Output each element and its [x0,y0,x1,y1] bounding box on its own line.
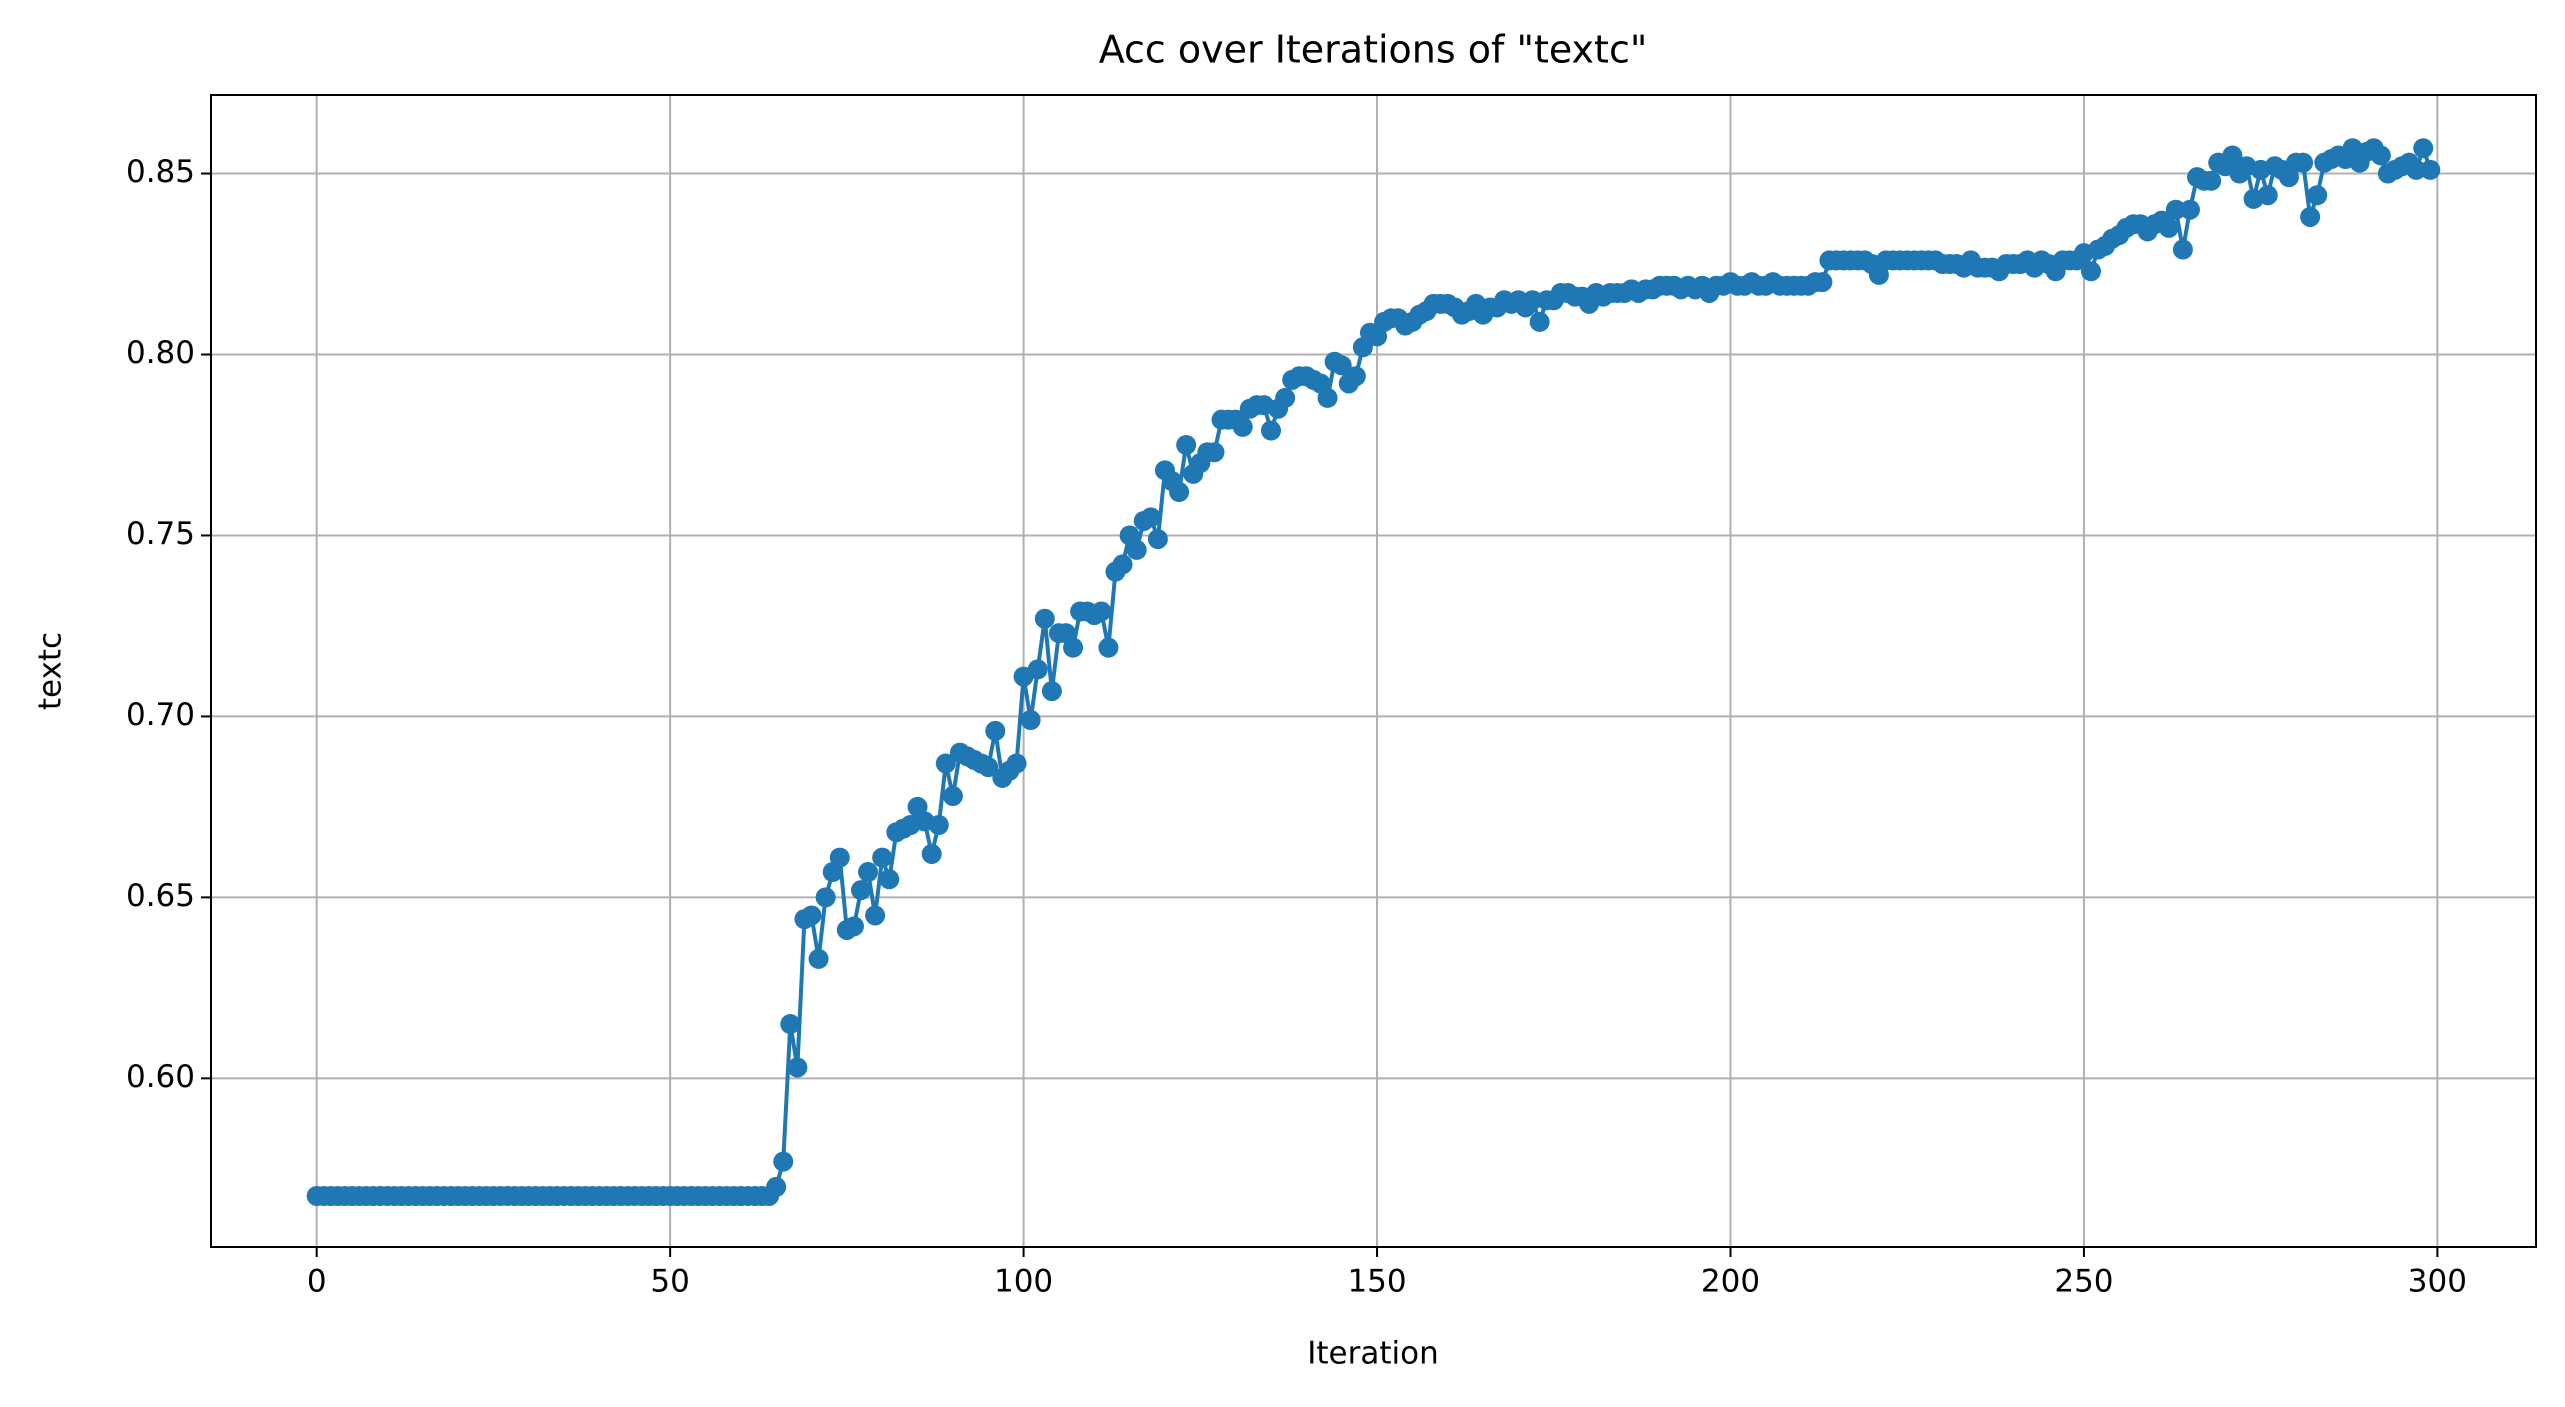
data-point [801,905,822,926]
data-point [1522,290,1543,311]
data-point [843,916,864,937]
data-point [1027,659,1048,680]
x-tick-label: 50 [650,1264,689,1300]
data-point [815,887,836,908]
data-point [2257,185,2278,206]
data-point [2179,199,2200,220]
data-point [1006,753,1027,774]
data-point [1529,311,1550,332]
data-point [872,847,893,868]
data-point [2201,170,2222,191]
data-point [2413,138,2434,159]
data-point [1098,637,1119,658]
y-tick-label: 0.85 [126,154,195,190]
y-tick-label: 0.75 [126,516,195,552]
data-line [316,146,2433,1198]
x-tick-label: 100 [994,1264,1053,1300]
data-point [2222,145,2243,166]
x-axis-label: Iteration [1307,1336,1439,1372]
axes-frame [210,94,2537,1248]
data-point [1112,554,1133,575]
data-point [1126,539,1147,560]
data-point [2420,159,2441,180]
x-tick-label: 0 [307,1264,327,1300]
data-point [829,847,850,868]
data-point [935,753,956,774]
data-point [2307,185,2328,206]
data-point [1176,434,1197,455]
data-point [921,843,942,864]
data-point [942,786,963,807]
x-tick-label: 150 [1347,1264,1406,1300]
data-point [2370,145,2391,166]
y-tick-label: 0.60 [126,1059,195,1095]
y-tick-label: 0.65 [126,878,195,914]
data-point [879,869,900,890]
data-point [787,1057,808,1078]
data-point [1140,507,1161,528]
data-point [1034,608,1055,629]
data-point [1317,387,1338,408]
data-point [2165,199,2186,220]
data-point [858,862,879,883]
x-tick-label: 250 [2054,1264,2113,1300]
data-point [1260,420,1281,441]
data-point [1063,637,1084,658]
y-axis-label: textc [33,632,69,710]
data-point [766,1176,787,1197]
data-point [1147,529,1168,550]
data-point [2300,206,2321,227]
data-point [808,948,829,969]
x-tick-label: 300 [2408,1264,2467,1300]
data-point [2158,217,2179,238]
chart-title: Acc over Iterations of "textc" [1099,28,1648,72]
data-point [1204,442,1225,463]
plot-area [306,138,2441,1206]
data-point [2172,239,2193,260]
data-point [1169,482,1190,503]
y-tick-label: 0.70 [126,697,195,733]
data-point [1812,272,1833,293]
data-point [1331,355,1352,376]
data-point [985,720,1006,741]
data-point [780,1014,801,1035]
data-point [850,880,871,901]
y-tick-label: 0.80 [126,335,195,371]
data-point [1345,366,1366,387]
data-point [773,1151,794,1172]
data-point [2081,261,2102,282]
data-point [1041,681,1062,702]
data-point [1020,710,1041,731]
data-point [2406,159,2427,180]
data-point [978,757,999,778]
data-point [865,905,886,926]
data-point [1091,601,1112,622]
data-point [2293,152,2314,173]
data-point [1275,387,1296,408]
x-tick-label: 200 [1701,1264,1760,1300]
grid [211,95,2536,1247]
data-point [928,814,949,835]
data-point [1232,416,1253,437]
